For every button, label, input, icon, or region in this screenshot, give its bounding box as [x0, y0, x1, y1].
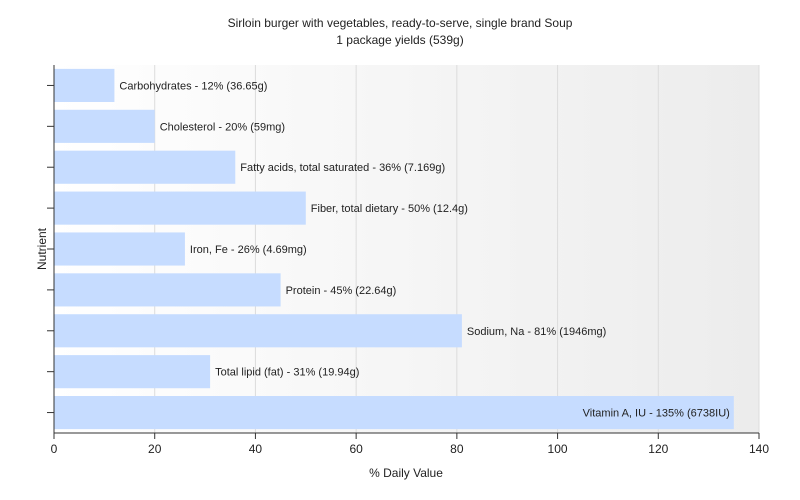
bars: Carbohydrates - 12% (36.65g) Cholesterol … [54, 68, 734, 430]
bar [54, 109, 155, 143]
x-tick-label: 80 [450, 442, 464, 456]
x-tick-label: 140 [749, 442, 769, 456]
x-tick-label: 100 [548, 442, 568, 456]
x-axis-label: % Daily Value [369, 466, 443, 480]
bar-value-label: Sodium, Na - 81% (1946mg) [467, 326, 606, 338]
bar-value-label: Iron, Fe - 26% (4.69mg) [190, 244, 307, 256]
bar [54, 355, 211, 389]
bar-value-label: Total lipid (fat) - 31% (19.94g) [215, 367, 359, 379]
bar [54, 314, 462, 348]
x-tick-label: 120 [648, 442, 668, 456]
bar [54, 150, 236, 184]
bar [54, 68, 115, 103]
x-tick-label: 0 [51, 442, 58, 456]
bar [54, 273, 281, 307]
bar-value-label: Carbohydrates - 12% (36.65g) [119, 80, 267, 92]
bar-value-label: Fiber, total dietary - 50% (12.4g) [311, 203, 468, 215]
chart-title: Sirloin burger with vegetables, ready-to… [228, 16, 573, 30]
bar-value-label: Protein - 45% (22.64g) [286, 285, 397, 297]
chart-subtitle: 1 package yields (539g) [336, 33, 463, 47]
axes: 0 20 40 60 80 100 120 140 [47, 65, 769, 456]
bar [54, 232, 185, 266]
bar [54, 395, 734, 430]
x-tick-label: 60 [349, 442, 363, 456]
bar-value-label: Cholesterol - 20% (59mg) [160, 121, 285, 133]
y-axis-label: Nutrient [35, 227, 49, 270]
x-tick-label: 40 [249, 442, 263, 456]
x-tick-label: 20 [148, 442, 162, 456]
bar-value-label: Fatty acids, total saturated - 36% (7.16… [240, 162, 445, 174]
bar-value-label: Vitamin A, IU - 135% (6738IU) [583, 408, 730, 420]
bar [54, 191, 306, 225]
